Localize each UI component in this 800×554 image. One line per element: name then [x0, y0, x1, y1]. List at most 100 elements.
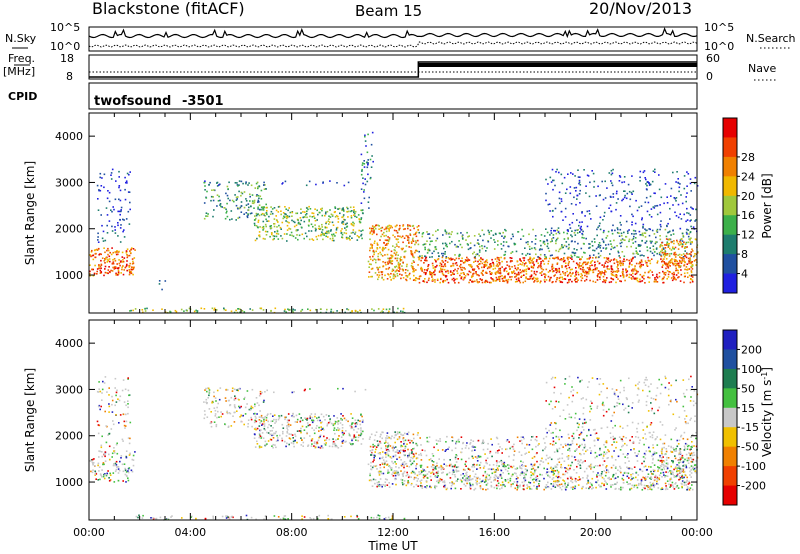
- scatter-point: [112, 262, 115, 265]
- scatter-point: [696, 252, 699, 254]
- scatter-point: [502, 280, 504, 282]
- scatter-point: [563, 257, 565, 259]
- scatter-point: [462, 272, 465, 274]
- scatter-point: [380, 253, 383, 256]
- scatter-point: [325, 211, 327, 214]
- scatter-point: [256, 237, 258, 240]
- scatter-point: [461, 266, 464, 269]
- scatter-point: [423, 262, 425, 264]
- scatter-point: [247, 423, 249, 425]
- scatter-point: [236, 410, 238, 412]
- scatter-point: [312, 212, 315, 215]
- scatter-point: [597, 185, 599, 188]
- scatter-point: [381, 485, 383, 488]
- scatter-point: [396, 224, 398, 227]
- scatter-point: [387, 248, 390, 251]
- scatter-point: [448, 258, 451, 260]
- scatter-point: [596, 268, 598, 270]
- scatter-point: [410, 463, 412, 466]
- scatter-point: [453, 273, 455, 275]
- scatter-point: [326, 437, 328, 439]
- scatter-point: [652, 245, 655, 247]
- scatter-point: [460, 268, 463, 271]
- scatter-point: [391, 226, 393, 229]
- scatter-point: [505, 279, 507, 282]
- scatter-point: [552, 237, 555, 239]
- scatter-point: [606, 258, 609, 260]
- scatter-point: [660, 255, 663, 258]
- scatter-point: [250, 405, 253, 408]
- scatter-point: [359, 221, 362, 224]
- scatter-point: [604, 180, 606, 183]
- scatter-point: [551, 168, 554, 171]
- scatter-point: [286, 224, 289, 227]
- scatter-point: [354, 215, 356, 218]
- scatter-point: [669, 207, 671, 210]
- scatter-point: [577, 256, 580, 258]
- scatter-point: [509, 276, 511, 278]
- scatter-point: [560, 466, 563, 469]
- scatter-point: [530, 260, 532, 262]
- scatter-point: [111, 270, 114, 272]
- scatter-point: [325, 231, 328, 233]
- scatter-point: [623, 472, 626, 474]
- scatter-point: [602, 247, 605, 249]
- scatter-point: [678, 244, 680, 246]
- scatter-point: [122, 413, 125, 416]
- scatter-point: [578, 224, 580, 227]
- scatter-point: [125, 250, 128, 252]
- scatter-point: [563, 244, 566, 247]
- scatter-point: [132, 459, 135, 461]
- scatter-point: [677, 216, 680, 219]
- scatter-point: [370, 433, 373, 436]
- scatter-point: [316, 238, 318, 241]
- scatter-point: [388, 228, 390, 230]
- scatter-point: [210, 421, 213, 423]
- scatter-point: [597, 244, 600, 246]
- scatter-point: [359, 423, 362, 426]
- scatter-point: [473, 269, 475, 272]
- scatter-point: [670, 470, 673, 472]
- scatter-point: [496, 467, 499, 469]
- scatter-point: [213, 407, 216, 409]
- scatter-point: [402, 437, 405, 439]
- scatter-point: [263, 418, 265, 421]
- scatter-point: [676, 171, 678, 173]
- scatter-point: [648, 228, 650, 230]
- scatter-point: [461, 260, 464, 262]
- scatter-point: [418, 257, 421, 259]
- scatter-point: [557, 475, 560, 478]
- scatter-point: [391, 254, 394, 257]
- scatter-point: [269, 235, 271, 238]
- scatter-point: [675, 475, 677, 478]
- scatter-point: [260, 436, 263, 438]
- scatter-point: [534, 238, 537, 240]
- scatter-point: [444, 265, 447, 268]
- scatter-point: [367, 162, 369, 164]
- scatter-point: [237, 308, 239, 310]
- scatter-point: [351, 423, 353, 426]
- scatter-point: [359, 434, 362, 437]
- scatter-point: [571, 280, 573, 283]
- scatter-point: [683, 264, 686, 266]
- scatter-point: [546, 468, 549, 470]
- scatter-point: [94, 473, 96, 475]
- scatter-point: [369, 445, 372, 448]
- scatter-point: [353, 211, 355, 214]
- scatter-point: [546, 231, 549, 234]
- scatter-point: [233, 200, 235, 203]
- scatter-point: [562, 246, 564, 249]
- scatter-point: [408, 454, 410, 457]
- scatter-point: [394, 451, 397, 453]
- scatter-point: [397, 263, 400, 265]
- scatter-point: [377, 308, 380, 310]
- scatter-point: [489, 263, 492, 265]
- scatter-point: [379, 464, 381, 466]
- scatter-point: [375, 431, 378, 433]
- scatter-point: [235, 309, 237, 312]
- scatter-point: [107, 249, 110, 252]
- scatter-point: [89, 274, 92, 277]
- scatter-point: [282, 217, 284, 220]
- scatter-point: [305, 184, 308, 187]
- scatter-point: [204, 189, 206, 191]
